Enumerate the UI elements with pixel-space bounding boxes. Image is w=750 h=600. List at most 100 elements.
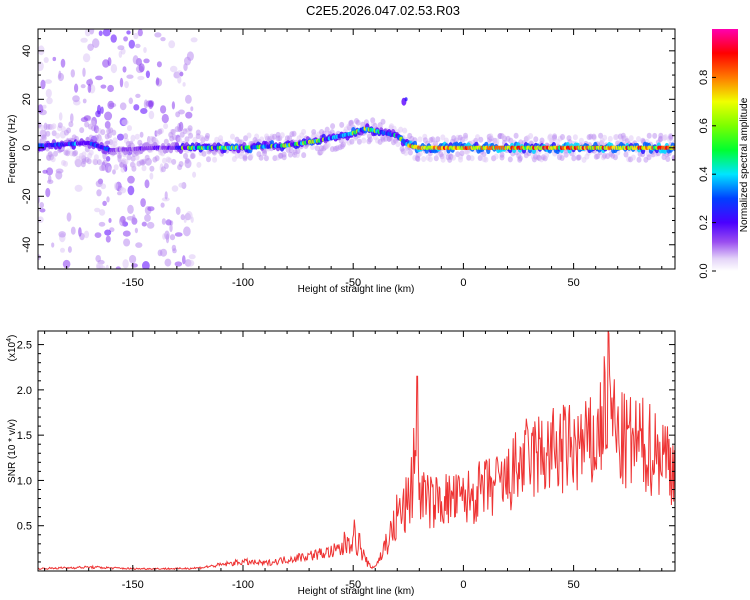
- spectrogram-cell: [46, 97, 53, 105]
- spectrogram-cell: [349, 138, 355, 145]
- spectrogram-cell: [149, 165, 155, 172]
- spectrogram-cell: [404, 97, 408, 102]
- spectrogram-cell: [154, 32, 162, 38]
- spectrogram-cell: [107, 166, 112, 173]
- spectrogram-cell: [126, 216, 135, 221]
- spectrogram-cell: [86, 158, 92, 165]
- spectrogram-cell: [39, 202, 44, 209]
- spectrogram-cell: [60, 58, 66, 68]
- spectrogram-cell: [131, 263, 138, 268]
- spectrogram-cell: [99, 209, 106, 216]
- spectrogram-cell: [133, 32, 139, 40]
- spectrogram-cell: [281, 154, 287, 161]
- spectrogram-cell: [102, 59, 110, 68]
- spectrogram-cell: [149, 172, 154, 180]
- spectrogram-cell: [258, 154, 264, 161]
- spectrogram-cell: [185, 111, 193, 119]
- spectrogram-cell: [129, 254, 137, 264]
- spectrogram-cell: [192, 171, 197, 178]
- spectrogram-cell: [324, 126, 330, 133]
- spectrogram-cell: [311, 129, 317, 135]
- spectrogram-cell: [42, 104, 47, 109]
- spectrogram-cell: [395, 141, 401, 148]
- spectrogram-cell: [142, 261, 150, 269]
- spectrogram-cell: [105, 264, 109, 269]
- spectrogram-cell: [356, 138, 362, 145]
- spectrogram-cell: [174, 232, 183, 237]
- spectrogram-cell: [571, 155, 577, 162]
- spectrogram-cell: [188, 132, 194, 139]
- spectrogram-cell: [107, 84, 114, 93]
- spectrogram-cell: [665, 156, 671, 162]
- spectrogram-cell: [563, 151, 569, 158]
- spectrogram-cell: [259, 136, 265, 143]
- spectrogram-marks: [38, 29, 675, 269]
- spectrogram-cell: [433, 155, 439, 162]
- spectrogram-cell: [38, 216, 44, 223]
- spectrogram-cell: [132, 55, 139, 65]
- spectrogram-cell: [398, 126, 404, 133]
- spectrogram-cell: [612, 154, 618, 161]
- spectrogram-cell: [163, 138, 169, 145]
- spectrogram-cell: [517, 155, 523, 162]
- spectrogram-cell: [160, 202, 165, 208]
- spectrogram-cell: [87, 43, 94, 51]
- spectrogram-cell: [169, 234, 176, 241]
- spectrogram-cell: [119, 216, 126, 227]
- spectrogram-cell: [123, 238, 131, 247]
- colorbar-tick-label: 0.6: [698, 118, 710, 133]
- spectrogram-cell: [128, 39, 135, 49]
- spectrogram-cell: [652, 132, 658, 139]
- spectrogram-cell: [165, 233, 170, 244]
- spectrogram-cell: [100, 183, 107, 190]
- spectrogram-cell: [63, 160, 68, 167]
- spectrogram-cell: [160, 105, 167, 114]
- spectrogram-cell: [668, 134, 674, 141]
- spectrogram-cell: [100, 129, 106, 136]
- spectrogram-cell: [144, 179, 150, 189]
- spectrogram-cell: [42, 169, 48, 174]
- spectrogram-cell: [135, 93, 141, 98]
- spectrogram-cell: [45, 88, 52, 98]
- spectrogram-cell: [481, 151, 487, 158]
- spectrogram-cell: [126, 74, 134, 79]
- spectrogram-cell: [57, 122, 63, 129]
- spectrogram-cell: [183, 153, 188, 159]
- spectrogram-cell: [51, 123, 57, 130]
- spectrogram-frame: [37, 28, 676, 270]
- snr-y-tick-label: 1.5: [17, 430, 32, 442]
- spectrogram-cell: [628, 135, 634, 142]
- spectrogram-cell: [415, 156, 421, 162]
- spectrogram-cell: [80, 84, 86, 89]
- spectrogram-cell: [186, 259, 195, 267]
- spectrogram-cell: [102, 200, 107, 206]
- spectrogram-cell: [488, 133, 494, 140]
- spectrogram-cell: [107, 100, 115, 110]
- spectrogram-cell: [146, 221, 155, 229]
- spectrogram-cell: [83, 230, 90, 239]
- spectrogram-cell: [119, 187, 127, 194]
- spectrogram-cell: [144, 214, 151, 222]
- spectrogram-cell: [144, 154, 150, 161]
- spectrogram-cell: [560, 134, 565, 140]
- spectrogram-cell: [135, 242, 143, 248]
- spectrogram-cell: [477, 155, 483, 161]
- spectrogram-x-tick-label: -100: [232, 277, 254, 289]
- spectrogram-cell: [96, 159, 102, 166]
- spectrogram-cell: [93, 154, 99, 161]
- spectrogram-x-tick-label: 0: [460, 277, 466, 289]
- spectrogram-cell: [100, 106, 104, 114]
- spectrogram-cell: [107, 132, 112, 139]
- spectrogram-cell: [130, 155, 136, 162]
- spectrogram-cell: [183, 226, 191, 237]
- spectrogram-cell: [84, 29, 91, 37]
- spectrogram-cell: [58, 70, 62, 80]
- spectrogram-cell: [576, 154, 582, 161]
- spectrogram-cell: [175, 206, 181, 215]
- spectrogram-cell: [105, 235, 111, 243]
- spectrogram-cell: [186, 51, 194, 61]
- spectrogram-cell: [440, 156, 446, 163]
- spectrogram-cell: [190, 106, 194, 112]
- spectrogram-cell: [127, 125, 132, 132]
- spectrogram-cell: [82, 53, 91, 63]
